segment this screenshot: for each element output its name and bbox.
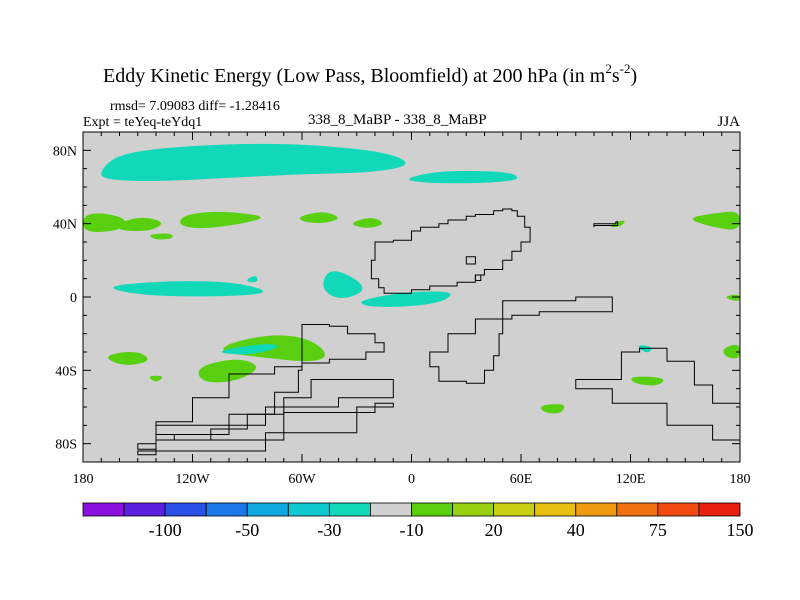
colorbar: -100 -50 -30 -10 20 40 75 150: [82, 502, 754, 540]
coastline-east-island: [593, 221, 619, 228]
axis-layer: 180 120W 60W 0 60E 120E 180 80N 40N 0 40S 80S: [53, 131, 751, 487]
x-tick-label: 120W: [175, 472, 210, 487]
experiment-label: Expt = teYeq-teYdq1: [83, 115, 202, 130]
contour-region-s-pacific-0-east: [726, 294, 740, 301]
contour-region-atlantic-45n-a: [299, 212, 338, 224]
contour-region-trop-pacific-band: [113, 281, 264, 297]
colorbar-swatch: [287, 502, 330, 517]
x-tick-label: 180: [730, 472, 751, 487]
contour-region-s-pacific-35s: [108, 352, 148, 365]
chart-title: Eddy Kinetic Energy (Low Pass, Bloomfiel…: [103, 61, 637, 87]
x-tick-label: 0: [408, 472, 415, 487]
contour-region-s-indian-45s: [631, 376, 664, 386]
colorbar-swatch: [534, 502, 577, 517]
colorbar-label: -100: [149, 520, 182, 540]
contour-region-sp-cyan-strip: [221, 344, 278, 355]
y-tick-label: 40N: [53, 218, 77, 233]
contour-region-trop-atlantic-eye: [323, 271, 363, 299]
contour-region-pacific-40n-b: [180, 211, 261, 229]
colorbar-swatch: [370, 502, 412, 517]
colorbar-swatch: [698, 502, 741, 517]
colorbar-swatch: [246, 502, 289, 517]
coastline-south-peninsula-1: [155, 324, 385, 441]
colorbar-label: 150: [727, 520, 754, 540]
contour-region-s-indian-60s: [540, 404, 565, 414]
contour-region-atlantic-40n-b: [353, 218, 382, 228]
contour-region-pacific-40n-east: [692, 211, 740, 230]
coastline-continent-north: [370, 208, 531, 294]
colorbar-swatch: [657, 502, 700, 517]
colorbar-swatch: [616, 502, 659, 517]
colorbar-swatch: [328, 502, 371, 517]
y-tick-label: 80S: [55, 438, 77, 453]
colorbar-label: -10: [400, 520, 424, 540]
contour-region-s-pacific-40s: [198, 359, 256, 383]
y-tick-label: 0: [70, 291, 77, 306]
contour-region-arctic-band: [101, 143, 406, 181]
contour-region-n-atlantic-arc: [409, 170, 518, 184]
contour-region-s-pacific-45s-small: [149, 375, 163, 382]
contour-region-pacific-40n-a: [117, 217, 161, 231]
x-tick-label: 60W: [288, 472, 316, 487]
colorbar-swatch: [411, 502, 453, 517]
y-tick-label: 40S: [55, 364, 77, 379]
contour-region-s-pacific-30s-east: [723, 344, 740, 359]
coastline-south-arm-3: [137, 402, 394, 456]
contour-region-pacific-40n-west: [83, 213, 126, 232]
x-tick-label: 180: [73, 472, 94, 487]
coastline-south-east-wedge: [575, 347, 740, 441]
contour-region-caribbean-blob: [247, 276, 258, 283]
colorbar-swatch: [493, 502, 536, 517]
case-label: 338_8_MaBP - 338_8_MaBP: [308, 112, 487, 128]
colorbar-label: 20: [485, 520, 503, 540]
x-tick-label: 120E: [616, 472, 646, 487]
colorbar-swatch: [123, 502, 166, 517]
colorbar-label: -50: [235, 520, 259, 540]
chart-text: Eddy Kinetic Energy (Low Pass, Bloomfiel…: [83, 61, 740, 130]
colorbar-swatch: [575, 502, 618, 517]
colorbar-label: 40: [567, 520, 585, 540]
colorbar-swatch: [205, 502, 248, 517]
y-tick-label: 80N: [53, 144, 77, 159]
coastline-central-continent: [429, 296, 613, 384]
colorbar-label: 75: [649, 520, 667, 540]
season-label: JJA: [717, 114, 740, 130]
stats-label: rmsd= 7.09083 diff= -1.28416: [110, 99, 280, 114]
coastline-island-16n: [465, 256, 476, 265]
map-layer: [82, 131, 741, 463]
colorbar-swatch: [82, 502, 125, 517]
contour-region-trop-africa-band: [361, 291, 451, 307]
contour-region-pacific-35n-blob: [150, 233, 173, 240]
coastline-south-peninsula-2: [137, 379, 394, 450]
coastline-island-east-small: [474, 274, 482, 281]
x-tick-label: 60E: [510, 472, 533, 487]
colorbar-swatch: [452, 502, 495, 517]
colorbar-label: -30: [317, 520, 341, 540]
colorbar-swatch: [164, 502, 207, 517]
